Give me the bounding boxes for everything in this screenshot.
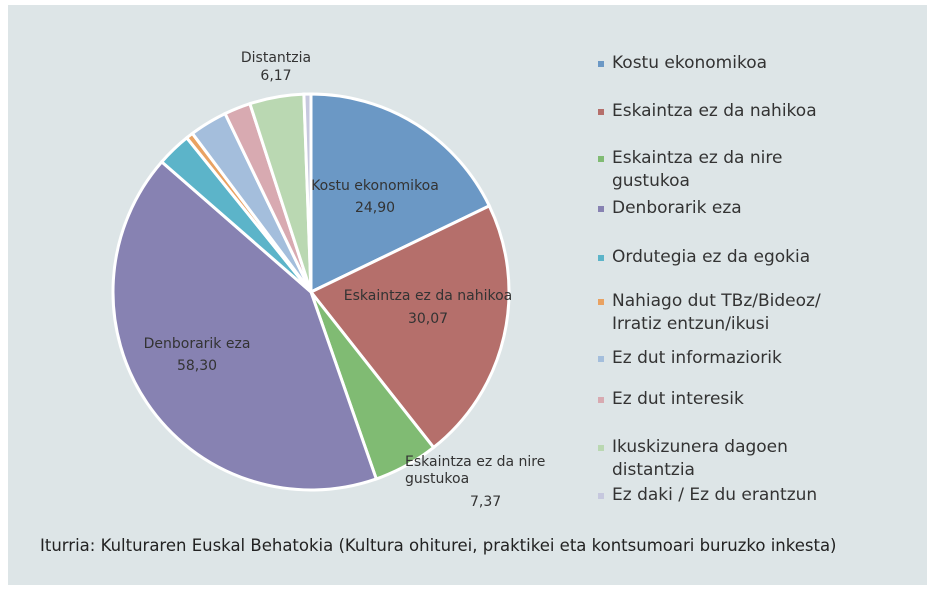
legend-swatch (598, 493, 604, 499)
legend-swatch (598, 206, 604, 212)
value-label: 6,17 (260, 68, 291, 84)
slice-label: Denborarik eza (144, 336, 251, 352)
slice-label: Kostu ekonomikoa (311, 178, 439, 194)
legend-label: Ez dut informaziorik (612, 348, 782, 368)
legend-item: Ikuskizunera dagoen distantzia (598, 436, 918, 482)
legend-item: Kostu ekonomikoa (598, 52, 918, 75)
pie-slice (308, 203, 511, 450)
pie-slice (302, 92, 313, 293)
source: Iturria: Kulturaren Euskal Behatokia (Ku… (40, 536, 837, 555)
legend-label: Kostu ekonomikoa (612, 53, 768, 73)
value-label: 24,90 (355, 200, 395, 216)
legend-item: Eskaintza ez da nahikoa (598, 100, 918, 123)
legend-label: Ikuskizunera dagoen distantzia (612, 437, 788, 480)
value-label: 7,37 (470, 494, 501, 510)
legend-swatch (598, 255, 604, 261)
value-label: 58,30 (177, 358, 217, 374)
slice-label-line: gustukoa (405, 471, 469, 487)
legend-swatch (598, 299, 604, 305)
pie-slice (111, 159, 379, 492)
legend-label: Eskaintza ez da nahikoa (612, 101, 817, 121)
legend-swatch (598, 445, 604, 451)
legend-label: Ez daki / Ez du erantzun (612, 485, 818, 505)
slice-label: Eskaintza ez da nire gustukoa (405, 454, 545, 487)
legend-label: Ez dut interesik (612, 389, 744, 409)
legend-swatch (598, 61, 604, 67)
legend-item: Ez dut informaziorik (598, 347, 918, 370)
legend-swatch (598, 356, 604, 362)
value-label: 30,07 (408, 311, 448, 327)
legend-item: Ez dut interesik (598, 388, 918, 411)
legend-label: Denborarik eza (612, 198, 742, 218)
legend-swatch (598, 397, 604, 403)
legend-label: Nahiago dut TBz/Bideoz/ Irratiz entzun/i… (612, 291, 821, 334)
legend-item: Denborarik eza (598, 197, 918, 220)
legend-item: Ordutegia ez da egokia (598, 246, 918, 269)
pie-slice (309, 92, 492, 295)
slice-label-line: Eskaintza ez da nire (405, 454, 545, 470)
legend-label: Ordutegia ez da egokia (612, 247, 811, 267)
legend-label: Eskaintza ez da nire gustukoa (612, 148, 783, 191)
slice-label: Eskaintza ez da nahikoa (344, 288, 513, 304)
legend-item: Nahiago dut TBz/Bideoz/ Irratiz entzun/i… (598, 290, 918, 336)
legend-swatch (598, 156, 604, 162)
legend-item: Ez daki / Ez du erantzun (598, 484, 918, 507)
legend-swatch (598, 109, 604, 115)
legend-item: Eskaintza ez da nire gustukoa (598, 147, 918, 193)
slice-label: Distantzia (241, 50, 311, 66)
